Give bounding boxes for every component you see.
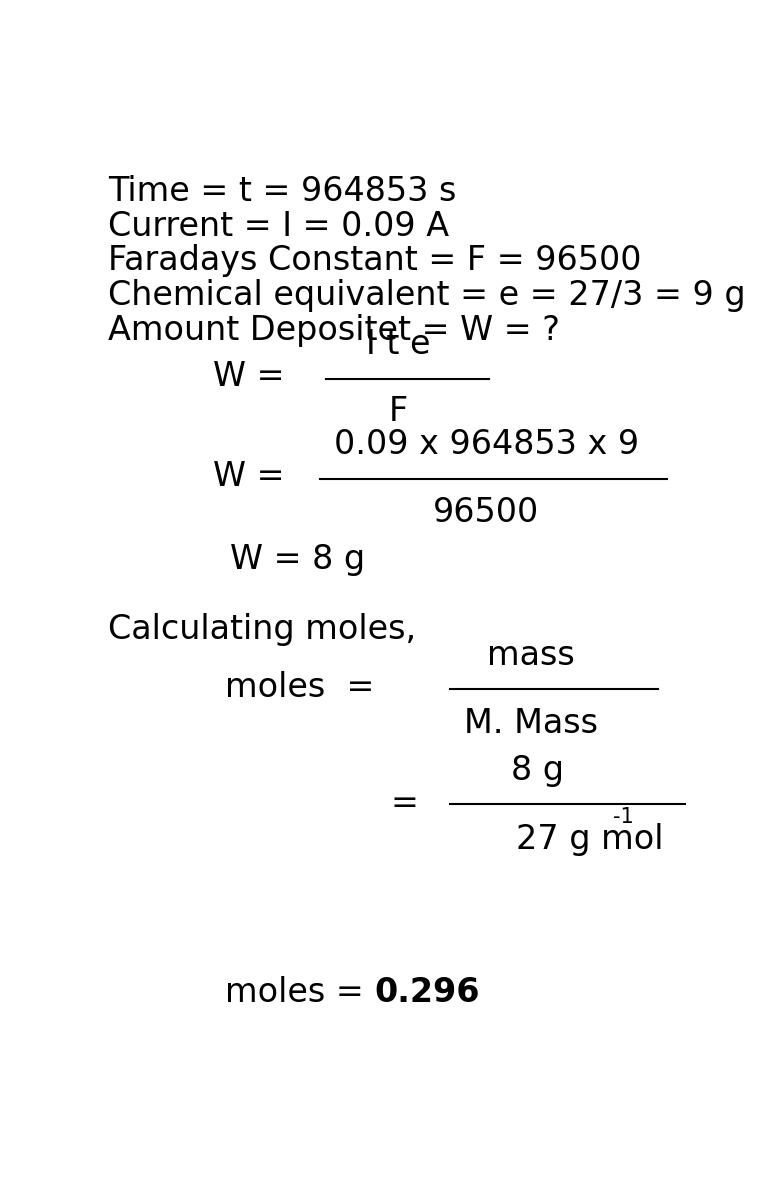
Text: Time = t = 964853 s: Time = t = 964853 s (108, 175, 457, 208)
Text: moles =: moles = (226, 976, 375, 1008)
Text: mass: mass (488, 638, 575, 672)
Text: F: F (389, 396, 408, 428)
Text: M. Mass: M. Mass (464, 706, 598, 740)
Text: moles  =: moles = (226, 671, 375, 704)
Text: Calculating moles,: Calculating moles, (108, 614, 416, 647)
Text: Amount Depositet = W = ?: Amount Depositet = W = ? (108, 314, 560, 347)
Text: 96500: 96500 (433, 496, 539, 529)
Text: -1: -1 (613, 807, 633, 828)
Text: 27 g mol: 27 g mol (517, 823, 664, 856)
Text: 8 g: 8 g (511, 754, 564, 787)
Text: I t e: I t e (366, 328, 431, 360)
Text: 0.296: 0.296 (375, 976, 480, 1008)
Text: W =: W = (212, 359, 284, 392)
Text: =: = (391, 787, 419, 820)
Text: W = 8 g: W = 8 g (230, 542, 365, 575)
Text: 0.09 x 964853 x 9: 0.09 x 964853 x 9 (334, 428, 639, 461)
Text: Current = I = 0.09 A: Current = I = 0.09 A (108, 209, 449, 243)
Text: Chemical equivalent = e = 27/3 = 9 g: Chemical equivalent = e = 27/3 = 9 g (108, 279, 746, 312)
Text: W =: W = (212, 460, 284, 493)
Text: Faradays Constant = F = 96500: Faradays Constant = F = 96500 (108, 244, 642, 277)
